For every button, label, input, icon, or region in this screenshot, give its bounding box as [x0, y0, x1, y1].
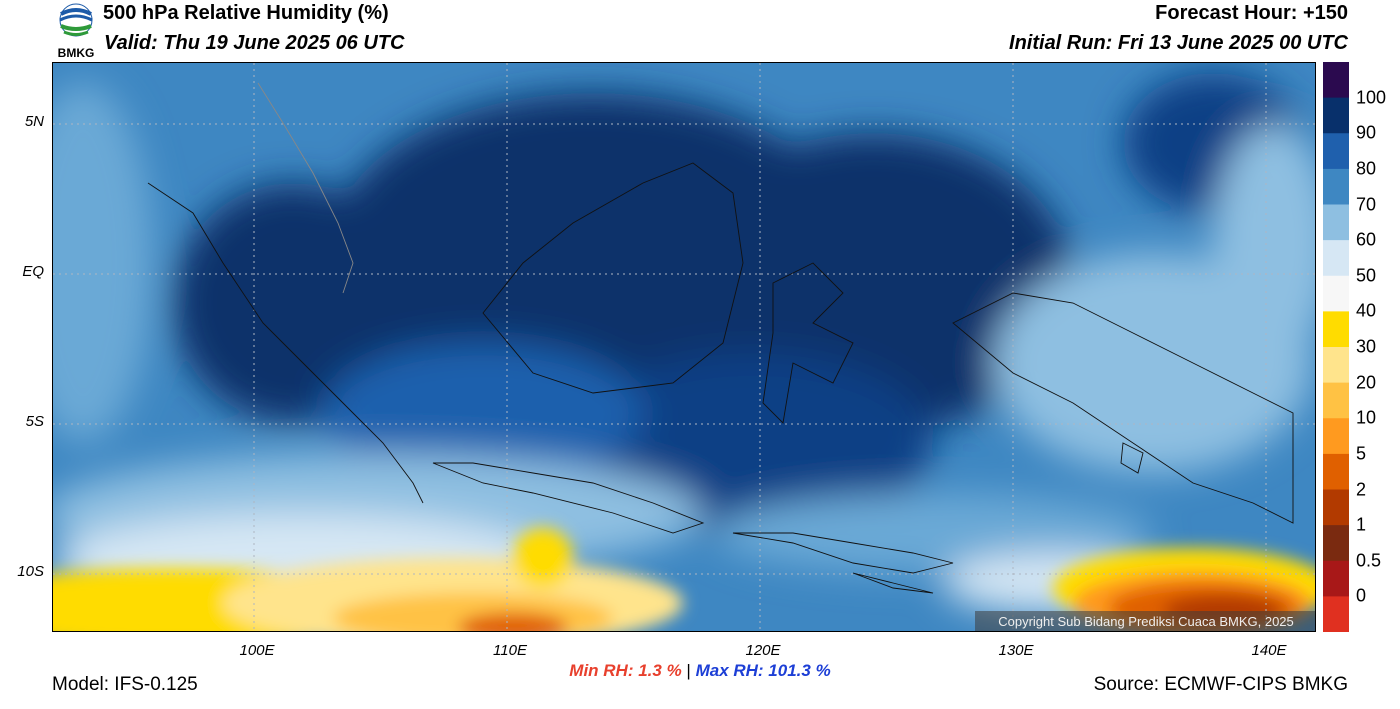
colorbar-label: 5	[1356, 443, 1367, 464]
initial-run: Initial Run: Fri 13 June 2025 00 UTC	[1009, 32, 1348, 54]
colorbar-label: 10	[1356, 407, 1377, 428]
lat-label-eq: EQ	[22, 263, 44, 280]
source-info: Source: ECMWF-CIPS BMKG	[1093, 674, 1348, 695]
colorbar-swatch	[1323, 596, 1349, 632]
colorbar-swatch	[1323, 418, 1349, 455]
colorbar-label: 90	[1356, 122, 1377, 143]
bmkg-logo: BMKG	[58, 3, 95, 60]
colorbar	[1323, 62, 1349, 632]
colorbar-swatch	[1323, 240, 1349, 277]
lat-label-5s: 5S	[25, 413, 44, 430]
colorbar-label: 80	[1356, 158, 1377, 179]
lon-label-130e: 130E	[998, 642, 1034, 659]
logo-text: BMKG	[58, 46, 95, 60]
colorbar-label: 100	[1356, 87, 1387, 108]
colorbar-label: 50	[1356, 265, 1377, 286]
lat-label-10s: 10S	[17, 563, 44, 580]
colorbar-label: 2	[1356, 479, 1367, 499]
colorbar-swatch	[1323, 133, 1349, 170]
lon-label-110e: 110E	[493, 642, 527, 659]
colorbar-label: 0.5	[1356, 550, 1382, 571]
rh-stats: Min RH: 1.3 % | Max RH: 101.3 %	[0, 661, 1400, 681]
colorbar-swatch	[1323, 382, 1349, 419]
colorbar-label: 70	[1356, 194, 1377, 214]
lon-label-120e: 120E	[745, 642, 781, 659]
colorbar-swatch	[1323, 204, 1349, 241]
coastlines	[147, 82, 1294, 594]
max-rh: Max RH: 101.3 %	[695, 661, 831, 680]
colorbar-swatch	[1323, 97, 1349, 134]
colorbar-swatch	[1323, 347, 1349, 384]
chart-title: 500 hPa Relative Humidity (%)	[103, 2, 389, 24]
model-info: Model: IFS-0.125	[52, 674, 198, 695]
forecast-hour: Forecast Hour: +150	[1155, 2, 1348, 24]
stats-separator: |	[686, 661, 691, 680]
colorbar-swatch	[1323, 168, 1349, 206]
colorbar-label: 30	[1356, 336, 1377, 357]
valid-time: Valid: Thu 19 June 2025 06 UTC	[104, 32, 405, 54]
humidity-map: Copyright Sub Bidang Prediksi Cuaca BMKG…	[52, 62, 1316, 632]
colorbar-label: 60	[1356, 229, 1377, 250]
lon-label-100e: 100E	[239, 642, 275, 659]
humidity-field	[53, 63, 1315, 631]
copyright-notice: Copyright Sub Bidang Prediksi Cuaca BMKG…	[975, 611, 1315, 631]
colorbar-label: 20	[1356, 372, 1377, 393]
colorbar-swatch	[1323, 62, 1349, 99]
colorbar-swatch	[1323, 489, 1349, 526]
colorbar-label: 0	[1356, 585, 1367, 606]
colorbar-swatch	[1323, 525, 1349, 562]
colorbar-label: 40	[1356, 300, 1377, 321]
lon-label-140e: 140E	[1251, 642, 1287, 659]
colorbar-swatch	[1323, 275, 1349, 312]
colorbar-swatch	[1323, 311, 1349, 348]
colorbar-label: 1	[1356, 514, 1367, 535]
min-rh: Min RH: 1.3 %	[569, 661, 682, 680]
colorbar-swatch	[1323, 453, 1349, 491]
colorbar-swatch	[1323, 560, 1349, 597]
lat-label-5n: 5N	[24, 113, 44, 130]
